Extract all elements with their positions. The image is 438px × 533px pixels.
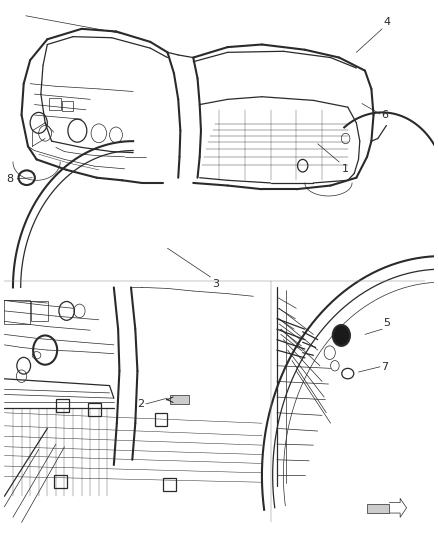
Text: 1: 1 bbox=[341, 164, 348, 174]
Bar bbox=[4, 301, 30, 324]
Text: 6: 6 bbox=[381, 110, 388, 120]
Text: 7: 7 bbox=[381, 362, 388, 372]
Bar bbox=[62, 101, 73, 111]
Bar bbox=[367, 504, 389, 513]
Bar bbox=[163, 478, 176, 491]
Bar bbox=[88, 403, 101, 416]
Bar bbox=[49, 98, 61, 110]
Text: 3: 3 bbox=[212, 279, 219, 289]
Text: 4: 4 bbox=[383, 17, 391, 27]
Bar bbox=[56, 399, 69, 411]
Text: 8: 8 bbox=[7, 174, 14, 184]
Bar bbox=[155, 413, 167, 426]
Bar bbox=[31, 302, 48, 321]
Circle shape bbox=[333, 325, 350, 346]
Text: 2: 2 bbox=[137, 399, 144, 409]
Text: 5: 5 bbox=[383, 318, 390, 328]
Bar bbox=[170, 395, 189, 405]
Bar bbox=[54, 475, 67, 488]
